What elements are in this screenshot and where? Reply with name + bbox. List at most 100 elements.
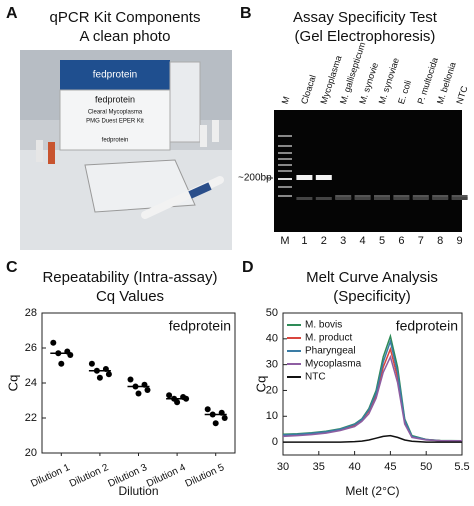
- panel-label: B: [240, 5, 252, 22]
- band: [315, 175, 332, 180]
- dot: [212, 420, 219, 427]
- lane-label: M. bellonia: [435, 61, 458, 105]
- lane-label: M. synovie: [357, 61, 380, 105]
- y-tick-label: 24: [25, 377, 37, 389]
- x-tick-label: 5.5: [454, 461, 469, 473]
- dot: [58, 360, 65, 367]
- lane-label: NTC: [454, 84, 469, 105]
- y-tick-label: 20: [25, 447, 37, 459]
- ladder-band: [278, 164, 292, 166]
- band: [335, 197, 352, 200]
- legend-label: NTC: [305, 372, 326, 383]
- lane-number: 2: [321, 235, 327, 247]
- ladder-band: [278, 158, 292, 160]
- panel-label: A: [6, 5, 18, 22]
- y-tick-label: 50: [266, 307, 278, 319]
- photo: [20, 50, 232, 250]
- band: [296, 197, 313, 200]
- dot: [50, 339, 57, 346]
- legend-label: M. product: [305, 333, 352, 344]
- x-axis-label: Melt (2°C): [345, 484, 399, 498]
- ladder-band: [278, 152, 292, 154]
- plot-frame: [282, 312, 463, 456]
- band: [315, 197, 332, 200]
- x-tick-label: Dilution 2: [68, 462, 111, 490]
- ladder-band: [278, 145, 292, 147]
- panel-title: qPCR Kit Components: [50, 9, 201, 26]
- x-tick-label: 50: [420, 461, 432, 473]
- chart-subtitle: (Specificity): [333, 288, 411, 305]
- lane-number: 9: [457, 235, 463, 247]
- legend-label: M. bovis: [305, 320, 342, 331]
- legend-label: Mycoplasma: [305, 359, 362, 370]
- chart-title: Repeatability (Intra-assay): [42, 269, 217, 286]
- melt-curve: [283, 434, 462, 443]
- x-tick-label: Dilution 5: [184, 462, 227, 490]
- x-tick-label: Dilution 4: [145, 462, 188, 490]
- lane-label: M: [280, 95, 292, 105]
- y-tick-label: 0: [272, 436, 278, 448]
- panel-title: A clean photo: [80, 28, 171, 45]
- lane-number: 4: [360, 235, 366, 247]
- lane-number: 8: [437, 235, 443, 247]
- panel-label: D: [242, 259, 254, 276]
- panel-title: (Gel Electrophoresis): [295, 28, 436, 45]
- dot: [96, 374, 103, 381]
- lane-label: E. coli: [396, 79, 413, 105]
- band: [412, 197, 429, 200]
- band: [393, 197, 410, 200]
- panel-label: C: [6, 259, 18, 276]
- melt-curve: [282, 338, 462, 442]
- lane-number: 5: [379, 235, 385, 247]
- band: [432, 197, 449, 200]
- annotation: fedprotein: [396, 318, 458, 334]
- band: [354, 197, 371, 200]
- ladder-band: [278, 178, 292, 180]
- photo-text: fedprotein: [102, 138, 129, 144]
- lane-number: 3: [340, 235, 346, 247]
- dot: [221, 415, 228, 421]
- y-tick-label: 22: [25, 412, 37, 424]
- photo-text: Clearal Mycoplasma: [88, 110, 143, 116]
- ladder-band: [278, 195, 292, 197]
- legend-label: Pharyngeal: [305, 346, 356, 357]
- panel-title: Assay Specificity Test: [293, 9, 438, 26]
- dot: [135, 390, 142, 397]
- photo-text: fedprotein: [93, 70, 137, 81]
- band: [451, 197, 468, 200]
- y-axis-label: Cq: [5, 375, 20, 392]
- lane-number: M: [280, 235, 289, 247]
- ladder-band: [278, 186, 292, 188]
- ladder-band: [278, 135, 292, 137]
- lane-number: 6: [398, 235, 404, 247]
- y-tick-label: 26: [25, 342, 37, 354]
- band: [296, 175, 313, 180]
- dot: [166, 392, 173, 399]
- ladder-band: [278, 170, 292, 172]
- x-axis-label: Dilution: [118, 484, 158, 498]
- photo-text: fedprotein: [95, 94, 135, 104]
- y-tick-label: 40: [266, 333, 278, 345]
- x-tick-label: 45: [384, 461, 396, 473]
- chart-subtitle: Cq Values: [96, 288, 164, 305]
- x-tick-label: Dilution 1: [29, 462, 72, 490]
- x-tick-label: 40: [348, 461, 360, 473]
- dot: [144, 387, 151, 393]
- dot: [105, 371, 112, 378]
- band: [374, 197, 390, 200]
- dot: [127, 376, 134, 383]
- annotation: fedprotein: [169, 318, 231, 334]
- dot: [88, 360, 95, 367]
- lane-number: 7: [418, 235, 424, 247]
- y-tick-label: 28: [25, 307, 37, 319]
- lane-label: Cloacal: [299, 74, 318, 106]
- x-tick-label: 30: [277, 461, 289, 473]
- dot: [204, 406, 211, 413]
- x-tick-label: 35: [313, 461, 325, 473]
- chart-title: Melt Curve Analysis: [306, 269, 438, 286]
- lane-number: 1: [301, 235, 307, 247]
- y-tick-label: 20: [266, 384, 278, 396]
- gel: [274, 110, 462, 232]
- marker-label: ~200bp: [238, 173, 272, 184]
